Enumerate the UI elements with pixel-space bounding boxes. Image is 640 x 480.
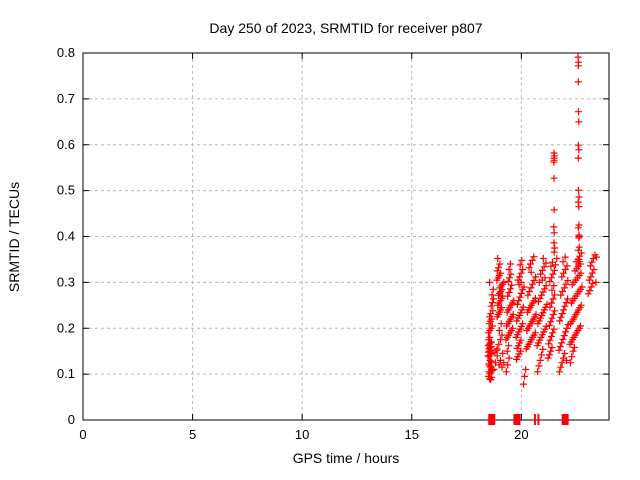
svg-text:0.1: 0.1	[57, 366, 75, 381]
gridlines	[83, 53, 609, 420]
svg-text:5: 5	[189, 427, 196, 442]
svg-text:0: 0	[79, 427, 86, 442]
svg-text:20: 20	[514, 427, 528, 442]
svg-text:0.8: 0.8	[57, 45, 75, 60]
x-axis-label: GPS time / hours	[292, 450, 400, 466]
svg-text:0.2: 0.2	[57, 320, 75, 335]
zero-value-marks	[488, 414, 569, 425]
svg-text:0.7: 0.7	[57, 91, 75, 106]
chart-title: Day 250 of 2023, SRMTID for receiver p80…	[209, 20, 483, 36]
svg-text:0.6: 0.6	[57, 137, 75, 152]
svg-text:0: 0	[68, 412, 75, 427]
svg-text:0.3: 0.3	[57, 274, 75, 289]
svg-text:0.5: 0.5	[57, 183, 75, 198]
svg-text:10: 10	[295, 427, 309, 442]
tick-labels: 0 0.1 0.2 0.3 0.4 0.5 0.6 0.7 0.8 0 5 10 15 20	[57, 45, 529, 442]
scatter-points	[484, 53, 600, 388]
axis-ticks	[82, 52, 609, 421]
svg-text:0.4: 0.4	[57, 229, 75, 244]
svg-text:15: 15	[405, 427, 419, 442]
